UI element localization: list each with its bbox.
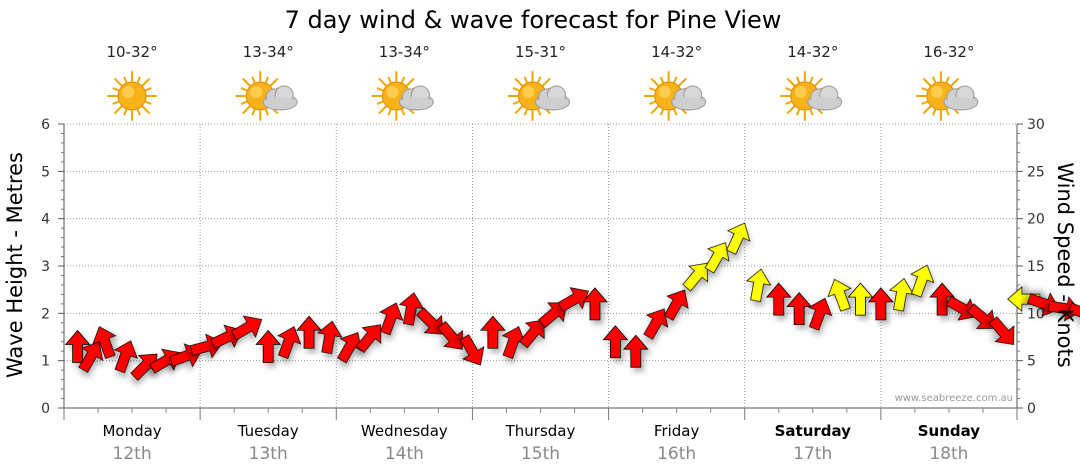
y-tick-label-right: 10 <box>1027 306 1045 322</box>
wind-arrow <box>538 302 567 329</box>
temperature-label: 14-32° <box>651 43 702 61</box>
y-tick-label-left: 4 <box>41 212 50 228</box>
wind-arrow <box>847 282 874 316</box>
wind-arrow <box>92 326 117 359</box>
wind-arrows <box>64 222 1080 381</box>
wind-arrow <box>355 324 382 354</box>
y-tick-label-left: 6 <box>41 117 50 133</box>
wind-arrow <box>230 315 263 341</box>
y-axis-label-right: Wind Speed - Knots <box>1053 162 1077 367</box>
day-name-label: Tuesday <box>237 422 299 440</box>
wind-arrow <box>113 340 138 374</box>
credit-text: www.seabreeze.com.au <box>895 393 1013 404</box>
day-date-label: 16th <box>657 444 696 464</box>
day-name-label: Wednesday <box>361 422 448 440</box>
wind-arrow <box>745 268 772 303</box>
temperature-label: 13-34° <box>243 43 294 61</box>
wind-arrow <box>682 262 708 292</box>
y-tick-label-right: 5 <box>1027 354 1036 370</box>
wind-arrow <box>704 242 730 274</box>
sun-cloud-icon <box>915 71 979 121</box>
day-date-label: 17th <box>793 444 832 464</box>
temperature-label: 15-31° <box>515 43 566 61</box>
wind-arrow <box>1067 301 1080 326</box>
temperature-labels: 10-32° 13-34° 13-34° 15-31° 14-32° 14-32° 16-3… <box>107 43 975 61</box>
wind-arrow <box>602 325 629 359</box>
wind-arrow <box>416 307 444 335</box>
day-date-label: 13th <box>249 444 288 464</box>
day-date-label: 18th <box>929 444 968 464</box>
sun-icon <box>107 71 158 121</box>
wind-arrow <box>622 334 649 368</box>
chart-title: 7 day wind & wave forecast for Pine View <box>285 6 782 34</box>
wind-arrow <box>337 332 362 364</box>
wind-arrow <box>64 329 91 363</box>
temperature-label: 10-32° <box>107 43 158 61</box>
wind-arrow <box>519 319 545 349</box>
wind-arrow <box>888 278 915 312</box>
day-name-label: Friday <box>654 422 700 440</box>
sun-cloud-icon <box>235 71 298 121</box>
wind-arrow <box>582 287 608 321</box>
wind-arrow <box>827 278 852 312</box>
wind-arrow <box>765 282 792 316</box>
y-tick-label-left: 3 <box>41 259 50 275</box>
wind-arrow <box>459 334 485 366</box>
wind-arrow <box>479 315 506 349</box>
y-tick-label-left: 2 <box>41 306 50 322</box>
wind-arrow <box>78 341 104 373</box>
sun-cloud-icon <box>371 71 434 121</box>
day-name-label: Monday <box>102 422 161 440</box>
axes: 0 01 52 103 154 205 256 30 <box>41 117 1045 420</box>
temperature-label: 16-32° <box>923 43 974 61</box>
wind-arrow <box>808 297 833 331</box>
wind-arrow <box>437 320 463 350</box>
wind-arrow <box>149 348 181 374</box>
y-axis-label-left: Wave Height - Metres <box>3 152 27 378</box>
day-name-label: Sunday <box>918 422 981 440</box>
y-tick-label-left: 5 <box>41 164 50 180</box>
wind-arrow <box>663 289 689 321</box>
y-tick-label-right: 25 <box>1027 164 1045 180</box>
wind-arrow <box>910 264 935 298</box>
wind-arrow <box>296 315 322 349</box>
day-name-label: Thursday <box>505 422 576 440</box>
day-date-label: 12th <box>113 444 152 464</box>
sun-cloud-icon <box>779 71 843 121</box>
wind-arrow <box>379 302 404 336</box>
wind-arrow <box>277 326 302 359</box>
day-date-label: 14th <box>385 444 424 464</box>
y-tick-label-right: 15 <box>1027 259 1045 275</box>
wind-arrow <box>966 303 996 329</box>
wind-arrow <box>643 308 669 340</box>
temperature-label: 13-34° <box>379 43 430 61</box>
wind-arrow <box>398 292 425 326</box>
wind-arrow <box>867 287 894 321</box>
wind-arrow <box>255 329 282 363</box>
wind-arrow <box>945 295 977 321</box>
sun-cloud-icon <box>643 71 707 121</box>
wind-arrow <box>726 222 751 255</box>
day-labels: Monday 12th Tuesday 13th Wednesday 14th Thursd… <box>102 422 980 464</box>
gridlines <box>64 123 1017 408</box>
y-tick-label-right: 20 <box>1027 212 1045 228</box>
temperature-label: 14-32° <box>787 43 838 61</box>
y-tick-label-left: 0 <box>41 401 50 417</box>
weather-icons <box>107 71 979 121</box>
y-tick-label-right: 0 <box>1027 401 1036 417</box>
wind-arrow <box>317 320 343 355</box>
day-date-label: 15th <box>521 444 560 464</box>
y-tick-label-right: 30 <box>1027 117 1045 133</box>
sun-cloud-icon <box>507 71 570 121</box>
day-name-label: Saturday <box>775 422 852 440</box>
wind-arrow <box>557 287 589 313</box>
y-tick-label-left: 1 <box>41 354 50 370</box>
wind-arrow <box>988 316 1015 345</box>
